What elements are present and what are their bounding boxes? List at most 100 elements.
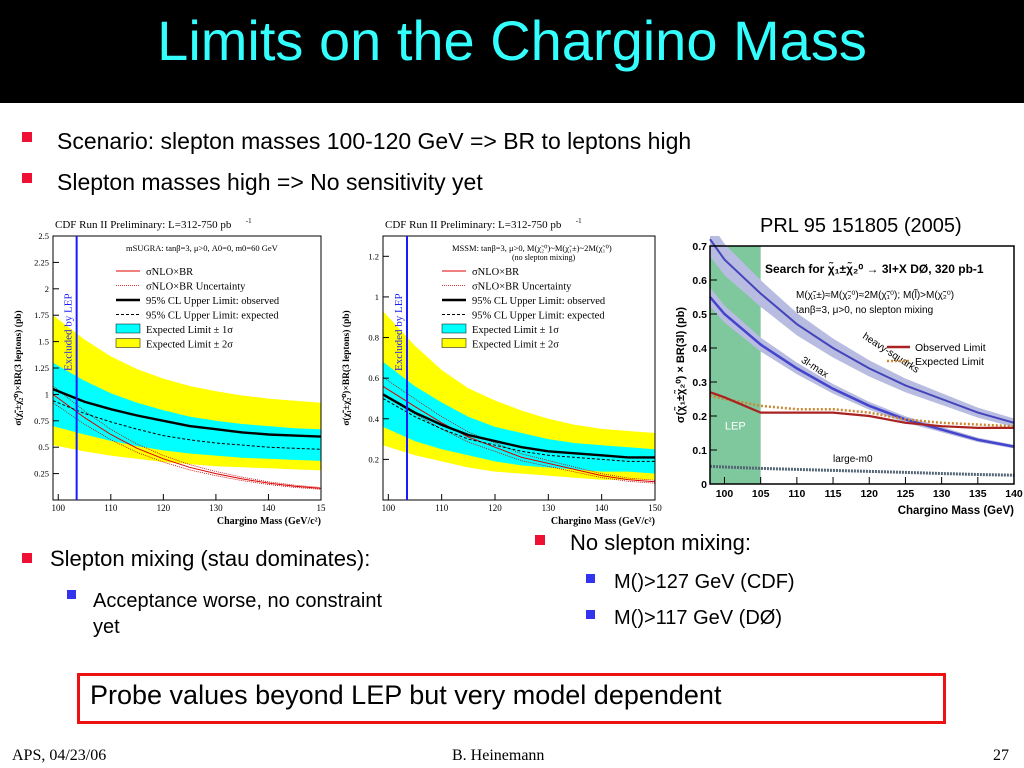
y-tick-label: 0.6 xyxy=(692,275,707,287)
y-tick-label: 0.2 xyxy=(692,411,707,423)
y-tick-label: 2.25 xyxy=(34,257,49,267)
large-m0-curve xyxy=(709,464,1015,477)
y-tick-label: 0.4 xyxy=(368,414,379,424)
legend-label: Expected Limit ± 2σ xyxy=(472,340,559,351)
bullet-marker xyxy=(22,173,32,183)
legend-label: 95% CL Upper Limit: expected xyxy=(472,311,605,322)
y-tick-label: 1.75 xyxy=(34,310,49,320)
legend-swatch xyxy=(115,323,141,334)
y-tick-label: 0.75 xyxy=(34,416,49,426)
theory-uncertainty-upper xyxy=(382,376,656,481)
x-tick-label: 130 xyxy=(542,503,556,513)
expected-limit-line xyxy=(52,400,322,450)
bullet-marker xyxy=(22,553,32,563)
theory-uncertainty-lower xyxy=(382,395,656,484)
x-tick-label: 140 xyxy=(595,503,609,513)
x-tick-label: 100 xyxy=(52,503,66,513)
x-tick-label: 110 xyxy=(788,488,805,500)
y-tick-label: 1.5 xyxy=(38,337,49,347)
observed-limit-line xyxy=(52,387,322,438)
theory-uncertainty-upper xyxy=(52,385,322,488)
legend-label: Expected Limit ± 1σ xyxy=(472,325,559,336)
expected-1sigma-band xyxy=(383,361,655,474)
excluded-by-lep-label: Excluded by LEP xyxy=(393,293,405,371)
y-tick-label: 0.3 xyxy=(692,377,707,389)
legend-swatch xyxy=(441,323,467,334)
model-label: MSSM: tanβ=3, μ>0, M(χ̃₂⁰)~M(χ̃₁±)~2M(χ̃… xyxy=(452,243,612,253)
y-tick-label: 0.5 xyxy=(692,309,707,321)
bullet-marker xyxy=(535,535,545,545)
x-axis-label: Chargino Mass (GeV) xyxy=(898,505,1014,517)
model-label-2: tanβ=3, μ>0, no slepton mixing xyxy=(796,305,933,316)
y-axis-label: σ(χ̃₁±χ̃₂⁰)×BR(3 leptons) (pb) xyxy=(13,310,24,425)
y-tick-label: 1 xyxy=(45,389,49,399)
excluded-by-lep-label: Excluded by LEP xyxy=(63,293,75,371)
y-axis-label: σ(χ̃₁±χ̃₂⁰) × BR(3l) (pb) xyxy=(674,307,687,423)
y-tick-label: 0 xyxy=(701,479,707,491)
x-tick-label: 150 xyxy=(648,503,662,513)
x-tick-label: 105 xyxy=(752,488,770,500)
expected-limit-line xyxy=(709,394,1015,428)
chart-title-sup: -1 xyxy=(576,217,582,225)
y-tick-label: 1.2 xyxy=(368,251,379,261)
x-tick-label: 120 xyxy=(157,503,171,513)
y-tick-label: 0.8 xyxy=(368,333,379,343)
reference-citation: PRL 95 151805 (2005) xyxy=(760,215,962,237)
right-item-d0: M()>117 GeV (DØ) xyxy=(614,607,782,629)
right-item-cdf: M()>127 GeV (CDF) xyxy=(614,571,795,593)
sub-bullet-marker xyxy=(67,590,76,599)
expected-limit-line xyxy=(382,398,655,462)
theory-curve xyxy=(382,385,656,483)
y-tick-label: 0.25 xyxy=(34,469,49,479)
x-tick-label: 120 xyxy=(860,488,878,500)
footer-page-number: 27 xyxy=(993,747,1009,764)
x-axis-label: Chargino Mass (GeV/c²) xyxy=(217,516,321,527)
three-lepton-max-curve xyxy=(709,296,1015,448)
observed-limit-line xyxy=(382,393,655,459)
theory-curve xyxy=(52,393,322,489)
x-tick-label: 110 xyxy=(435,503,449,513)
x-axis-label: Chargino Mass (GeV/c²) xyxy=(551,516,655,527)
plot-frame xyxy=(709,245,1015,485)
legend-label: 95% CL Upper Limit: expected xyxy=(146,311,279,322)
left-sub-line1: Acceptance worse, no constraint xyxy=(93,590,383,612)
right-heading: No slepton mixing: xyxy=(570,530,751,555)
x-tick-label: 140 xyxy=(1005,488,1023,500)
conclusion-text: Probe values beyond LEP but very model d… xyxy=(90,680,722,710)
y-tick-label: 0.2 xyxy=(368,454,379,464)
theory-uncertainty-lower xyxy=(52,402,322,490)
slide-title: Limits on the Chargino Mass xyxy=(157,9,867,72)
x-tick-label: 120 xyxy=(488,503,502,513)
chart-title: CDF Run II Preliminary: L=312-750 pb xyxy=(55,219,232,231)
legend-swatch xyxy=(115,338,141,348)
x-tick-label: 130 xyxy=(933,488,951,500)
bullet-slepton-high: Slepton masses high => No sensitivity ye… xyxy=(57,169,483,195)
x-tick-label: 130 xyxy=(209,503,223,513)
x-tick-label: 140 xyxy=(262,503,276,513)
legend-label: Expected Limit ± 2σ xyxy=(146,340,233,351)
left-sub-line2: yet xyxy=(93,616,120,638)
y-tick-label: 0.7 xyxy=(692,241,707,253)
model-label-2: (no slepton mixing) xyxy=(512,253,575,262)
left-heading: Slepton mixing (stau dominates): xyxy=(50,546,371,571)
legend-label: 95% CL Upper Limit: observed xyxy=(472,296,606,307)
legend-label: σNLO×BR xyxy=(146,267,193,278)
sub-bullet-marker xyxy=(586,574,595,583)
title-bar xyxy=(0,0,1024,103)
legend-label: Expected Limit ± 1σ xyxy=(146,325,233,336)
observed-limit-line xyxy=(709,391,1014,429)
x-tick-label: 115 xyxy=(825,488,842,500)
legend-label: σNLO×BR xyxy=(472,267,519,278)
sub-bullet-marker xyxy=(586,610,595,619)
x-tick-label: 15 xyxy=(317,503,327,513)
chart-title: CDF Run II Preliminary: L=312-750 pb xyxy=(385,219,562,231)
x-tick-label: 100 xyxy=(716,488,734,500)
y-tick-label: 0.1 xyxy=(692,445,707,457)
legend-label: σNLO×BR Uncertainty xyxy=(146,282,246,293)
footer-date: APS, 04/23/06 xyxy=(12,747,107,764)
heavy-squarks-curve xyxy=(709,238,1015,424)
y-tick-label: 2 xyxy=(45,284,49,294)
cdf-mssm-chart: Excluded by LEP 0.2 0.4 0.6 0.8 1 1.2 100 110 120… xyxy=(341,217,662,527)
y-tick-label: 1 xyxy=(375,292,379,302)
plot-frame xyxy=(382,235,656,501)
